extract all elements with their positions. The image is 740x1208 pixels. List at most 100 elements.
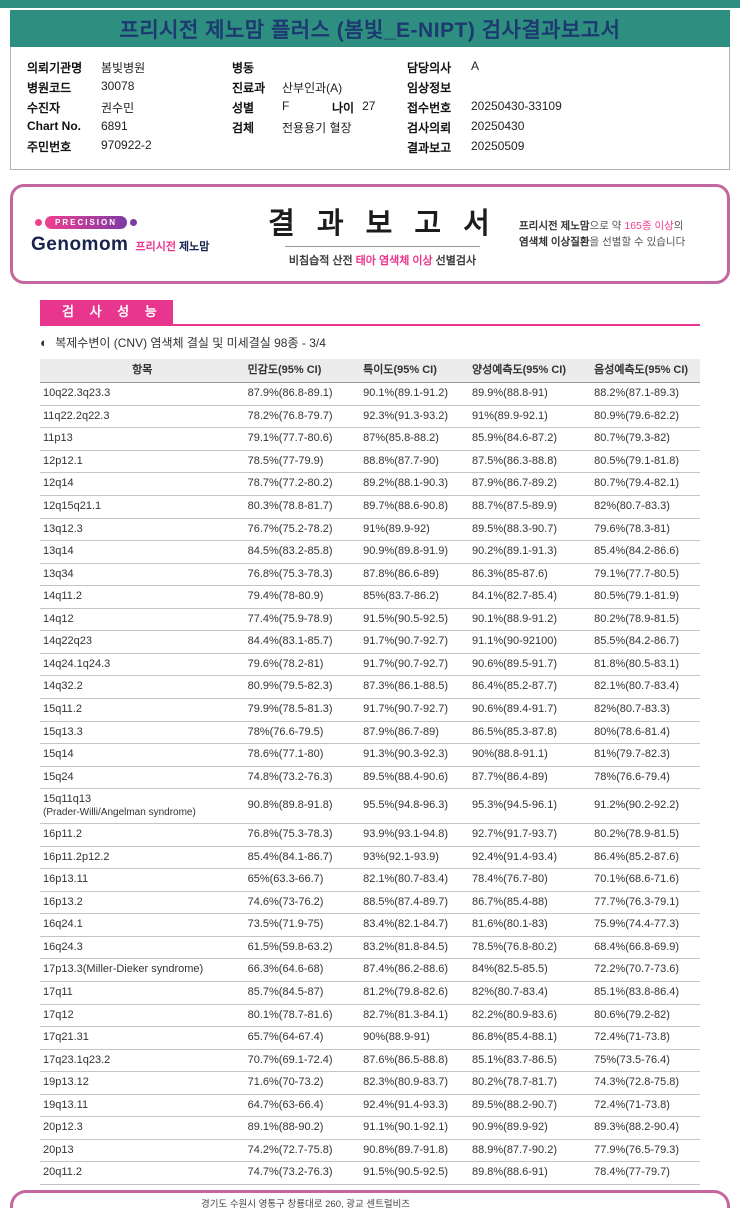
table-row: 16p11.2 76.8%(75.3-78.3) 93.9%(93.1-94.8… [40,823,700,847]
cell-item: 15q13.3 [40,721,245,745]
cell-specificity: 87.6%(86.5-88.8) [360,1049,469,1073]
cell-npv: 77.9%(76.5-79.3) [591,1139,700,1163]
table-row: 17q11 85.7%(84.5-87) 81.2%(79.8-82.6) 82… [40,981,700,1005]
brand-line: Genomom 프리시전 제노맘 [31,234,246,256]
cell-sensitivity: 78.2%(76.8-79.7) [244,405,361,429]
cell-specificity: 87.8%(86.6-89) [360,563,469,587]
table-row: 15q13.3 78%(76.6-79.5) 87.9%(86.7-89) 86… [40,721,700,745]
performance-table-head: 항목 민감도(95% CI) 특이도(95% CI) 양성예측도(95% CI)… [40,359,700,384]
table-row: 17q23.1q23.2 70.7%(69.1-72.4) 87.6%(86.5… [40,1049,700,1073]
cell-specificity: 91.5%(90.5-92.5) [360,608,469,632]
field-label: 의뢰기관명 [27,61,83,75]
cell-item: 16p13.2 [40,891,245,915]
cell-specificity: 90%(88.9-91) [360,1026,469,1050]
cell-specificity: 82.7%(81.3-84.1) [360,1004,469,1028]
table-row: 15q11.2 79.9%(78.5-81.3) 91.7%(90.7-92.7… [40,698,700,722]
table-row: 16p13.2 74.6%(73-76.2) 88.5%(87.4-89.7) … [40,891,700,915]
patient-info-col1: 의뢰기관명 봄빛병원 병원코드 30078 수진자 권수민 Chart No. … [27,56,232,159]
cell-npv: 80.7%(79.4-82.1) [591,472,700,497]
cell-item: 10q22.3q23.3 [40,382,245,406]
cell-ppv: 90.6%(89.4-91.7) [468,698,592,722]
field-hospital-code: 병원코드 30078 [27,79,232,96]
table-row: 14q24.1q24.3 79.6%(78.2-81) 91.7%(90.7-9… [40,653,700,677]
field-label: 검사의뢰 [407,121,452,135]
cell-item: 15q11.2 [40,698,245,722]
cell-item: 13q34 [40,563,245,587]
field-label: 나이 [332,101,355,115]
cell-npv: 80.6%(79.2-82) [591,1004,700,1028]
cell-item: 17q11 [40,981,245,1005]
table-row: 14q32.2 80.9%(79.5-82.3) 87.3%(86.1-88.5… [40,675,700,699]
field-ward: 병동 [232,59,407,76]
cell-ppv: 86.7%(85.4-88) [468,891,592,915]
patient-info-col3: 담당의사 A 임상정보 접수번호 20250430-33109 검사의뢰 202… [407,56,713,159]
table-row: 15q14 78.6%(77.1-80) 91.3%(90.3-92.3) 90… [40,743,700,767]
region-label: 17q12 [43,1008,74,1021]
cell-sensitivity: 84.5%(83.2-85.8) [244,540,361,564]
field-value: 20250430-33109 [471,99,562,113]
field-label: 병동 [232,61,255,75]
region-label: 10q22.3q23.3 [43,387,111,400]
field-value: A [471,59,480,73]
cell-ppv: 82%(80.7-83.4) [468,981,592,1005]
cell-item: 11p13 [40,427,245,451]
region-label: 14q11.2 [43,590,82,603]
cell-sensitivity: 90.8%(89.8-91.8) [244,788,361,825]
cell-npv: 82%(80.7-83.3) [591,698,700,722]
cell-npv: 80.5%(79.1-81.8) [591,450,700,474]
region-label: 14q32.2 [43,680,83,693]
cell-sensitivity: 74.8%(73.2-76.3) [244,766,361,790]
cell-item: 14q24.1q24.3 [40,653,245,677]
table-row: 16p11.2p12.2 85.4%(84.1-86.7) 93%(92.1-9… [40,846,700,870]
cell-item: 16p13.11 [40,868,245,892]
cell-npv: 72.2%(70.7-73.6) [591,958,700,983]
region-label: 15q13.3 [43,725,83,738]
region-label: 13q12.3 [43,522,83,535]
cell-sensitivity: 61.5%(59.8-63.2) [244,936,361,960]
cell-npv: 79.6%(78.3-81) [591,518,700,542]
cell-sensitivity: 76.8%(75.3-78.3) [244,823,361,847]
cell-item: 13q14 [40,540,245,564]
table-row: 11p13 79.1%(77.7-80.6) 87%(85.8-88.2) 85… [40,427,700,451]
region-label: 13q34 [43,567,74,580]
region-label: 17q23.1q23.2 [43,1053,111,1066]
field-label: 수진자 [27,101,61,115]
table-caption-text: 복제수변이 (CNV) 염색체 결실 및 미세결실 98종 - 3/4 [55,336,326,351]
table-row: 13q14 84.5%(83.2-85.8) 90.9%(89.8-91.9) … [40,540,700,564]
cell-item: 15q14 [40,743,245,767]
region-label: 11q22.2q22.3 [43,409,110,422]
table-row: 19q13.11 64.7%(63-66.4) 92.4%(91.4-93.3)… [40,1094,700,1118]
cell-ppv: 86.8%(85.4-88.1) [468,1026,592,1050]
badge-dot-icon [35,218,42,226]
table-row: 20p12.3 89.1%(88-90.2) 91.1%(90.1-92.1) … [40,1116,700,1140]
result-report-banner: PRECISION Genomom 프리시전 제노맘 결 과 보 고 서 비침습… [10,184,730,284]
cell-item: 16p11.2p12.2 [40,846,245,870]
table-row: 13q12.3 76.7%(75.2-78.2) 91%(89.9-92) 89… [40,518,700,542]
report-note: 프리시전 제노맘으로 약 165종 이상의 염색체 이상질환을 선별할 수 있습… [519,218,709,251]
field-value: 봄빛병원 [101,61,146,75]
cell-sensitivity: 64.7%(63-66.4) [244,1094,361,1118]
table-row: 19p13.12 71.6%(70-73.2) 82.3%(80.9-83.7)… [40,1071,700,1095]
cell-item: 14q22q23 [40,630,245,654]
cell-sensitivity: 87.9%(86.8-89.1) [244,382,361,406]
subtitle-text: 선별검사 [432,255,477,267]
cell-ppv: 90%(88.8-91.1) [468,743,592,767]
field-label: 주민번호 [27,140,72,154]
cell-npv: 81%(79.7-82.3) [591,743,700,767]
region-label: 15q11.2 [43,702,82,715]
table-row: 13q34 76.8%(75.3-78.3) 87.8%(86.6-89) 86… [40,563,700,587]
field-sex-age: 성별 F 나이 27 [232,99,407,116]
note-text: 의 [673,219,684,232]
cell-npv: 79.1%(77.7-80.5) [591,563,700,587]
field-label: 임상정보 [407,81,452,95]
cell-specificity: 91.3%(90.3-92.3) [360,743,469,767]
cell-item: 19q13.11 [40,1094,245,1118]
cell-ppv: 87.5%(86.3-88.8) [468,450,592,474]
table-row: 12q15q21.1 80.3%(78.8-81.7) 89.7%(88.6-9… [40,495,700,519]
precision-badge-label: PRECISION [45,215,128,229]
table-caption: ◐ 복제수변이 (CNV) 염색체 결실 및 미세결실 98종 - 3/4 [40,334,700,351]
cell-item: 17p13.3(Miller-Dieker syndrome) [40,958,245,983]
cell-sensitivity: 78.6%(77.1-80) [244,743,361,767]
cell-npv: 82%(80.7-83.3) [591,495,700,519]
cell-ppv: 91%(89.9-92.1) [468,405,592,429]
